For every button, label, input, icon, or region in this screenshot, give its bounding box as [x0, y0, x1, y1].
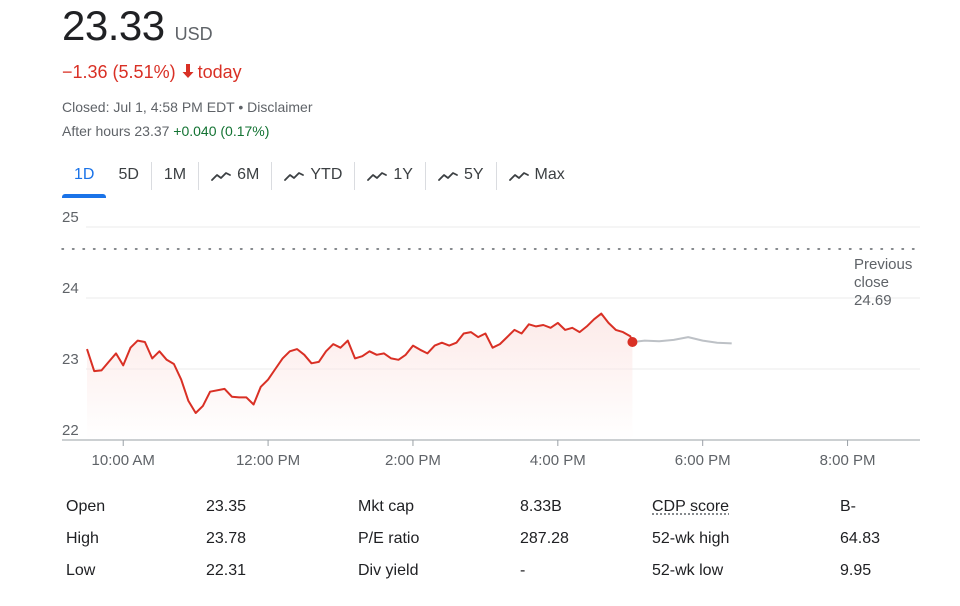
price-area-fill [87, 313, 633, 440]
previous-close-value: 24.69 [854, 292, 892, 309]
stat-label-52wk-high: 52-wk high [652, 530, 730, 547]
stat-label-pe-ratio: P/E ratio [358, 530, 420, 547]
market-close-marker [627, 337, 638, 348]
disclaimer-link[interactable]: Disclaimer [247, 99, 313, 115]
tab-1m[interactable]: 1M [152, 160, 198, 196]
tab-label: 1M [163, 166, 187, 183]
x-tick-label: 10:00 AM [92, 452, 155, 469]
price-chart: 22 23 24 25 10:00 AM 12:00 PM 2:00 PM 4:00 PM 6:… [61, 209, 921, 469]
closed-text: Closed: Jul 1, 4:58 PM EDT [62, 99, 235, 115]
tab-label: 1D [74, 166, 95, 183]
stat-label-52wk-low: 52-wk low [652, 562, 724, 579]
price-change: −1.36 (5.51%) today [62, 62, 242, 83]
stat-label-open: Open [66, 498, 106, 515]
market-status: Closed: Jul 1, 4:58 PM EDT • Disclaimer [62, 99, 313, 115]
x-tick-label: 12:00 PM [236, 452, 300, 469]
tab-6m[interactable]: 6M [199, 160, 271, 196]
tab-label: Max [534, 166, 565, 183]
current-price: 23.33 [62, 2, 165, 49]
stat-value-52wk-low: 9.95 [840, 562, 872, 579]
trend-icon [367, 172, 388, 181]
previous-close-label: Previous [854, 256, 912, 273]
stat-label-div-yield: Div yield [358, 562, 419, 579]
tab-max[interactable]: Max [497, 160, 577, 196]
tab-5d[interactable]: 5D [106, 160, 150, 196]
change-suffix: today [197, 62, 242, 82]
stat-value-52wk-high: 64.83 [840, 530, 881, 547]
y-tick-label: 25 [62, 209, 79, 226]
after-hours-label: After hours 23.37 [62, 123, 170, 139]
stat-value-mkt-cap: 8.33B [520, 498, 562, 515]
tab-separator [150, 162, 152, 190]
x-tick-label: 8:00 PM [820, 452, 876, 469]
range-tabs: 1D 5D 1M 6M YTD 1Y 5Y Max [62, 160, 577, 198]
trend-icon [211, 172, 232, 181]
tab-1d[interactable]: 1D [62, 160, 107, 198]
y-tick-label: 24 [62, 280, 79, 297]
tab-separator [354, 162, 356, 190]
tab-separator [271, 162, 273, 190]
stat-value-open: 23.35 [206, 498, 247, 515]
after-hours-change: +0.040 (0.17%) [173, 123, 270, 139]
previous-close-label: close [854, 274, 889, 291]
tab-label: YTD [310, 166, 343, 183]
tab-1y[interactable]: 1Y [355, 160, 425, 196]
change-value: −1.36 (5.51%) [62, 62, 176, 82]
after-hours-line [632, 336, 732, 345]
tab-ytd[interactable]: YTD [272, 160, 354, 196]
stat-value-low: 22.31 [206, 562, 247, 579]
stat-value-div-yield: - [520, 562, 526, 579]
price-header: 23.33 USD [62, 2, 213, 50]
tab-label: 5Y [463, 166, 484, 183]
tab-label: 6M [237, 166, 260, 183]
stat-label-cdp-score[interactable]: CDP score [652, 498, 730, 515]
stat-value-cdp-score: B- [840, 498, 856, 515]
tab-label: 5D [118, 166, 139, 183]
x-tick-label: 2:00 PM [385, 452, 441, 469]
bullet-separator: • [234, 99, 248, 115]
tab-separator [198, 162, 200, 190]
trend-icon [284, 172, 305, 181]
stat-label-low: Low [66, 562, 96, 579]
currency-label: USD [174, 24, 213, 44]
tab-separator [424, 162, 426, 190]
tab-separator [495, 162, 497, 190]
y-tick-label: 23 [62, 351, 79, 368]
stat-label-high: High [66, 530, 99, 547]
trend-icon [438, 172, 458, 181]
after-hours-info: After hours 23.37 +0.040 (0.17%) [62, 123, 269, 139]
stat-value-high: 23.78 [206, 530, 247, 547]
tab-label: 1Y [393, 166, 413, 183]
x-tick-label: 4:00 PM [530, 452, 586, 469]
tab-5y[interactable]: 5Y [426, 160, 496, 196]
stat-value-pe-ratio: 287.28 [520, 530, 569, 547]
stat-label-mkt-cap: Mkt cap [358, 498, 415, 515]
x-tick-label: 6:00 PM [675, 452, 731, 469]
trend-icon [508, 172, 529, 181]
y-tick-label: 22 [62, 422, 79, 439]
price-line [86, 312, 634, 414]
arrow-down-icon [182, 62, 194, 83]
